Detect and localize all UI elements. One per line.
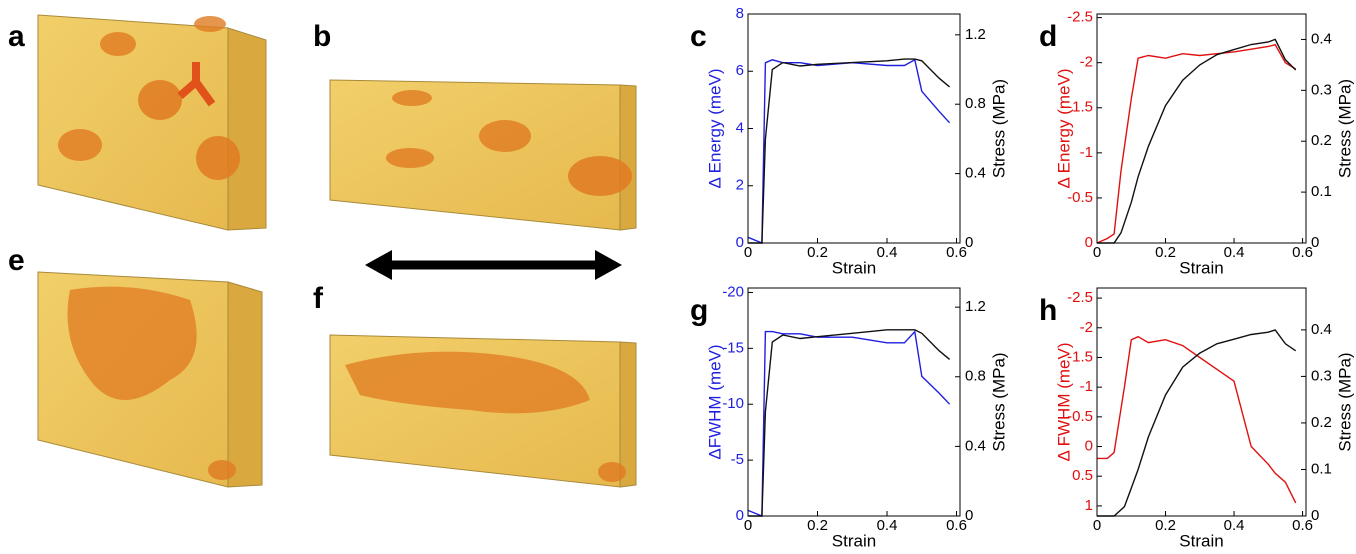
panel-letter: f (313, 282, 324, 315)
y2-tick-label: 0.1 (1311, 460, 1332, 477)
x-tick-label: 0.4 (1224, 517, 1245, 534)
y-tick-label: 0 (736, 507, 744, 524)
y-axis-label: Δ Energy (meV) (705, 68, 724, 188)
data-line (1097, 329, 1297, 517)
x-axis-label: Strain (1179, 531, 1223, 550)
plot-frame (1096, 13, 1307, 244)
y-tick-label: 1 (1085, 497, 1093, 514)
panel-letter: b (313, 20, 331, 53)
y2-tick-label: 0.1 (1311, 183, 1332, 200)
plot-frame (747, 287, 961, 517)
y2-tick-label: 0.2 (1311, 132, 1332, 149)
panel-letter: e (8, 244, 25, 277)
panel-letter: g (690, 294, 708, 327)
y-tick-label: 0 (736, 234, 744, 251)
x-tick-label: 0.4 (877, 517, 898, 534)
y2-tick-label: 0.4 (965, 437, 986, 454)
y-tick-label: -0.5 (1067, 408, 1093, 425)
y-tick-label: 0.5 (1072, 467, 1093, 484)
y2-tick-label: 0.2 (1311, 414, 1332, 431)
data-line (1097, 38, 1297, 244)
panel-letter: h (1039, 294, 1057, 327)
y-axis-label: Δ Energy (meV) (1054, 68, 1073, 188)
x-tick-label: 0.2 (807, 244, 828, 261)
y-tick-label: 0 (1085, 234, 1093, 251)
x-tick-label: 0.4 (877, 244, 898, 261)
y-tick-label: -1 (1080, 144, 1093, 161)
y-tick-label: -2 (1080, 54, 1093, 71)
data-line (1097, 335, 1297, 504)
y2-tick-label: 1.2 (965, 298, 986, 315)
render-f (329, 334, 637, 488)
render-b (329, 79, 637, 231)
x-tick-label: 0 (1093, 244, 1101, 261)
y-tick-label: 6 (736, 62, 744, 79)
x-axis-label: Strain (1179, 258, 1223, 277)
render-a (37, 14, 267, 231)
y-tick-label: -20 (722, 283, 744, 300)
x-axis-label: Strain (832, 258, 876, 277)
x-tick-label: 0 (744, 244, 752, 261)
y-tick-label: -2.5 (1067, 289, 1093, 306)
y2-tick-label: 0.4 (1311, 30, 1332, 47)
panel-letter: d (1039, 20, 1057, 53)
y2-tick-label: 0 (965, 507, 973, 524)
y2-tick-label: 0 (965, 234, 973, 251)
y-tick-label: 4 (736, 119, 744, 136)
y2-tick-label: 1.2 (965, 26, 986, 43)
x-tick-label: 0 (1093, 517, 1101, 534)
x-tick-label: 0.6 (946, 517, 967, 534)
x-tick-label: 0 (744, 517, 752, 534)
y-tick-label: -1.5 (1067, 99, 1093, 116)
y-tick-label: -0.5 (1067, 189, 1093, 206)
x-tick-label: 0.2 (1155, 244, 1176, 261)
y-tick-label: -1.5 (1067, 348, 1093, 365)
panel-letter: c (690, 20, 707, 53)
x-tick-label: 0.2 (807, 517, 828, 534)
panel-letter: a (8, 20, 25, 53)
y-tick-label: -5 (731, 451, 744, 468)
y-axis-label: ΔFWHM (meV) (705, 344, 724, 459)
y2-tick-label: 0.8 (965, 368, 986, 385)
data-line (748, 329, 951, 517)
x-tick-label: 0.4 (1224, 244, 1245, 261)
y-axis-label: Δ FWHM (meV) (1054, 342, 1073, 461)
y2-tick-label: 0.8 (965, 95, 986, 112)
y-tick-label: -2.5 (1067, 9, 1093, 26)
y2-tick-label: 0.4 (1311, 321, 1332, 338)
y2-tick-label: 0 (1311, 234, 1319, 251)
plot-frame (1096, 287, 1307, 517)
y-tick-label: 2 (736, 177, 744, 194)
y-tick-label: -2 (1080, 319, 1093, 336)
x-tick-label: 0.6 (946, 244, 967, 261)
y-tick-label: -15 (722, 339, 744, 356)
y2-axis-label: Stress (MPa) (989, 79, 1008, 178)
x-tick-label: 0.6 (1292, 244, 1313, 261)
x-tick-label: 0.6 (1292, 517, 1313, 534)
y2-tick-label: 0.4 (965, 165, 986, 182)
y-tick-label: 0 (1085, 438, 1093, 455)
y2-tick-label: 0 (1311, 507, 1319, 524)
y2-axis-label: Stress (MPa) (989, 352, 1008, 451)
data-line (1096, 43, 1297, 244)
y2-tick-label: 0.3 (1311, 81, 1332, 98)
y2-axis-label: Stress (MPa) (1335, 79, 1354, 178)
data-line (747, 58, 951, 245)
x-tick-label: 0.2 (1155, 517, 1176, 534)
plot-frame (747, 13, 961, 244)
y-tick-label: -10 (722, 395, 744, 412)
data-line (748, 58, 951, 244)
y2-axis-label: Stress (MPa) (1335, 352, 1354, 451)
y-tick-label: 8 (736, 5, 744, 22)
data-line (747, 330, 951, 518)
y-tick-label: -1 (1080, 378, 1093, 395)
double-arrow (365, 250, 622, 280)
render-e (37, 271, 263, 488)
y2-tick-label: 0.3 (1311, 367, 1332, 384)
x-axis-label: Strain (832, 531, 876, 550)
